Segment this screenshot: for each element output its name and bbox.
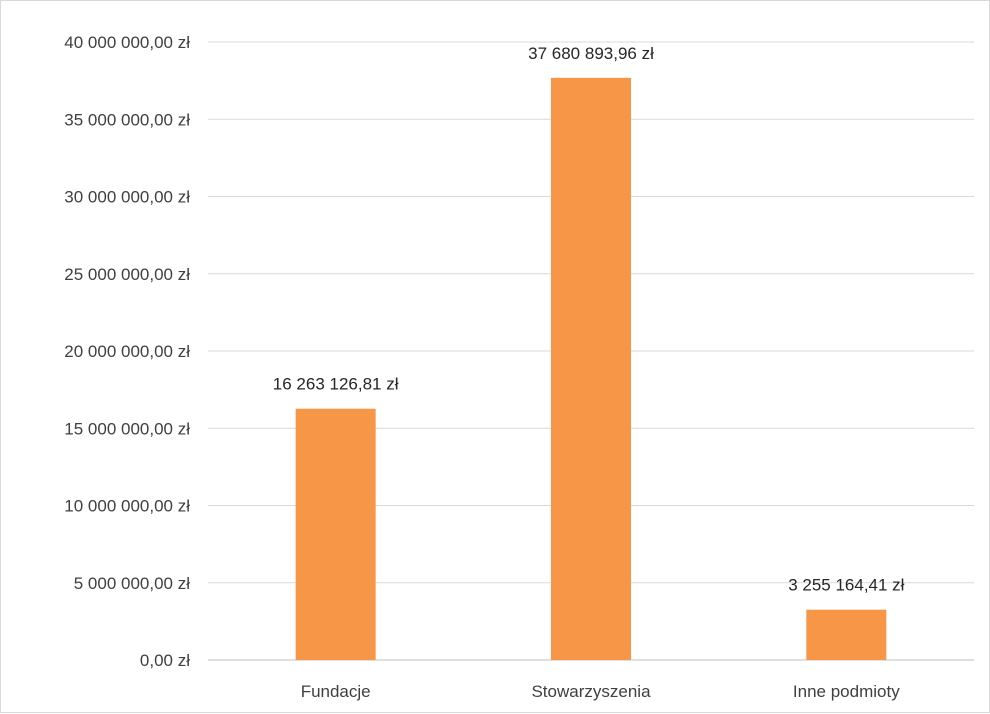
y-tick-label: 15 000 000,00 zł <box>64 419 190 438</box>
y-tick-label: 10 000 000,00 zł <box>64 497 190 516</box>
y-tick-label: 5 000 000,00 zł <box>74 574 190 593</box>
y-tick-label: 20 000 000,00 zł <box>64 342 190 361</box>
data-label: 16 263 126,81 zł <box>273 375 399 394</box>
y-tick-label: 25 000 000,00 zł <box>64 265 190 284</box>
category-label: Inne podmioty <box>793 682 900 701</box>
data-label: 3 255 164,41 zł <box>788 576 904 595</box>
bar-inne-podmioty[interactable] <box>806 609 887 660</box>
y-tick-label: 0,00 zł <box>140 651 190 670</box>
y-tick-label: 30 000 000,00 zł <box>64 188 190 207</box>
data-label: 37 680 893,96 zł <box>528 44 654 63</box>
y-tick-label: 40 000 000,00 zł <box>64 33 190 52</box>
bar-fundacje[interactable] <box>295 408 376 660</box>
category-label: Stowarzyszenia <box>531 682 651 701</box>
y-tick-label: 35 000 000,00 zł <box>64 110 190 129</box>
category-label: Fundacje <box>301 682 371 701</box>
bar-stowarzyszenia[interactable] <box>551 77 631 660</box>
